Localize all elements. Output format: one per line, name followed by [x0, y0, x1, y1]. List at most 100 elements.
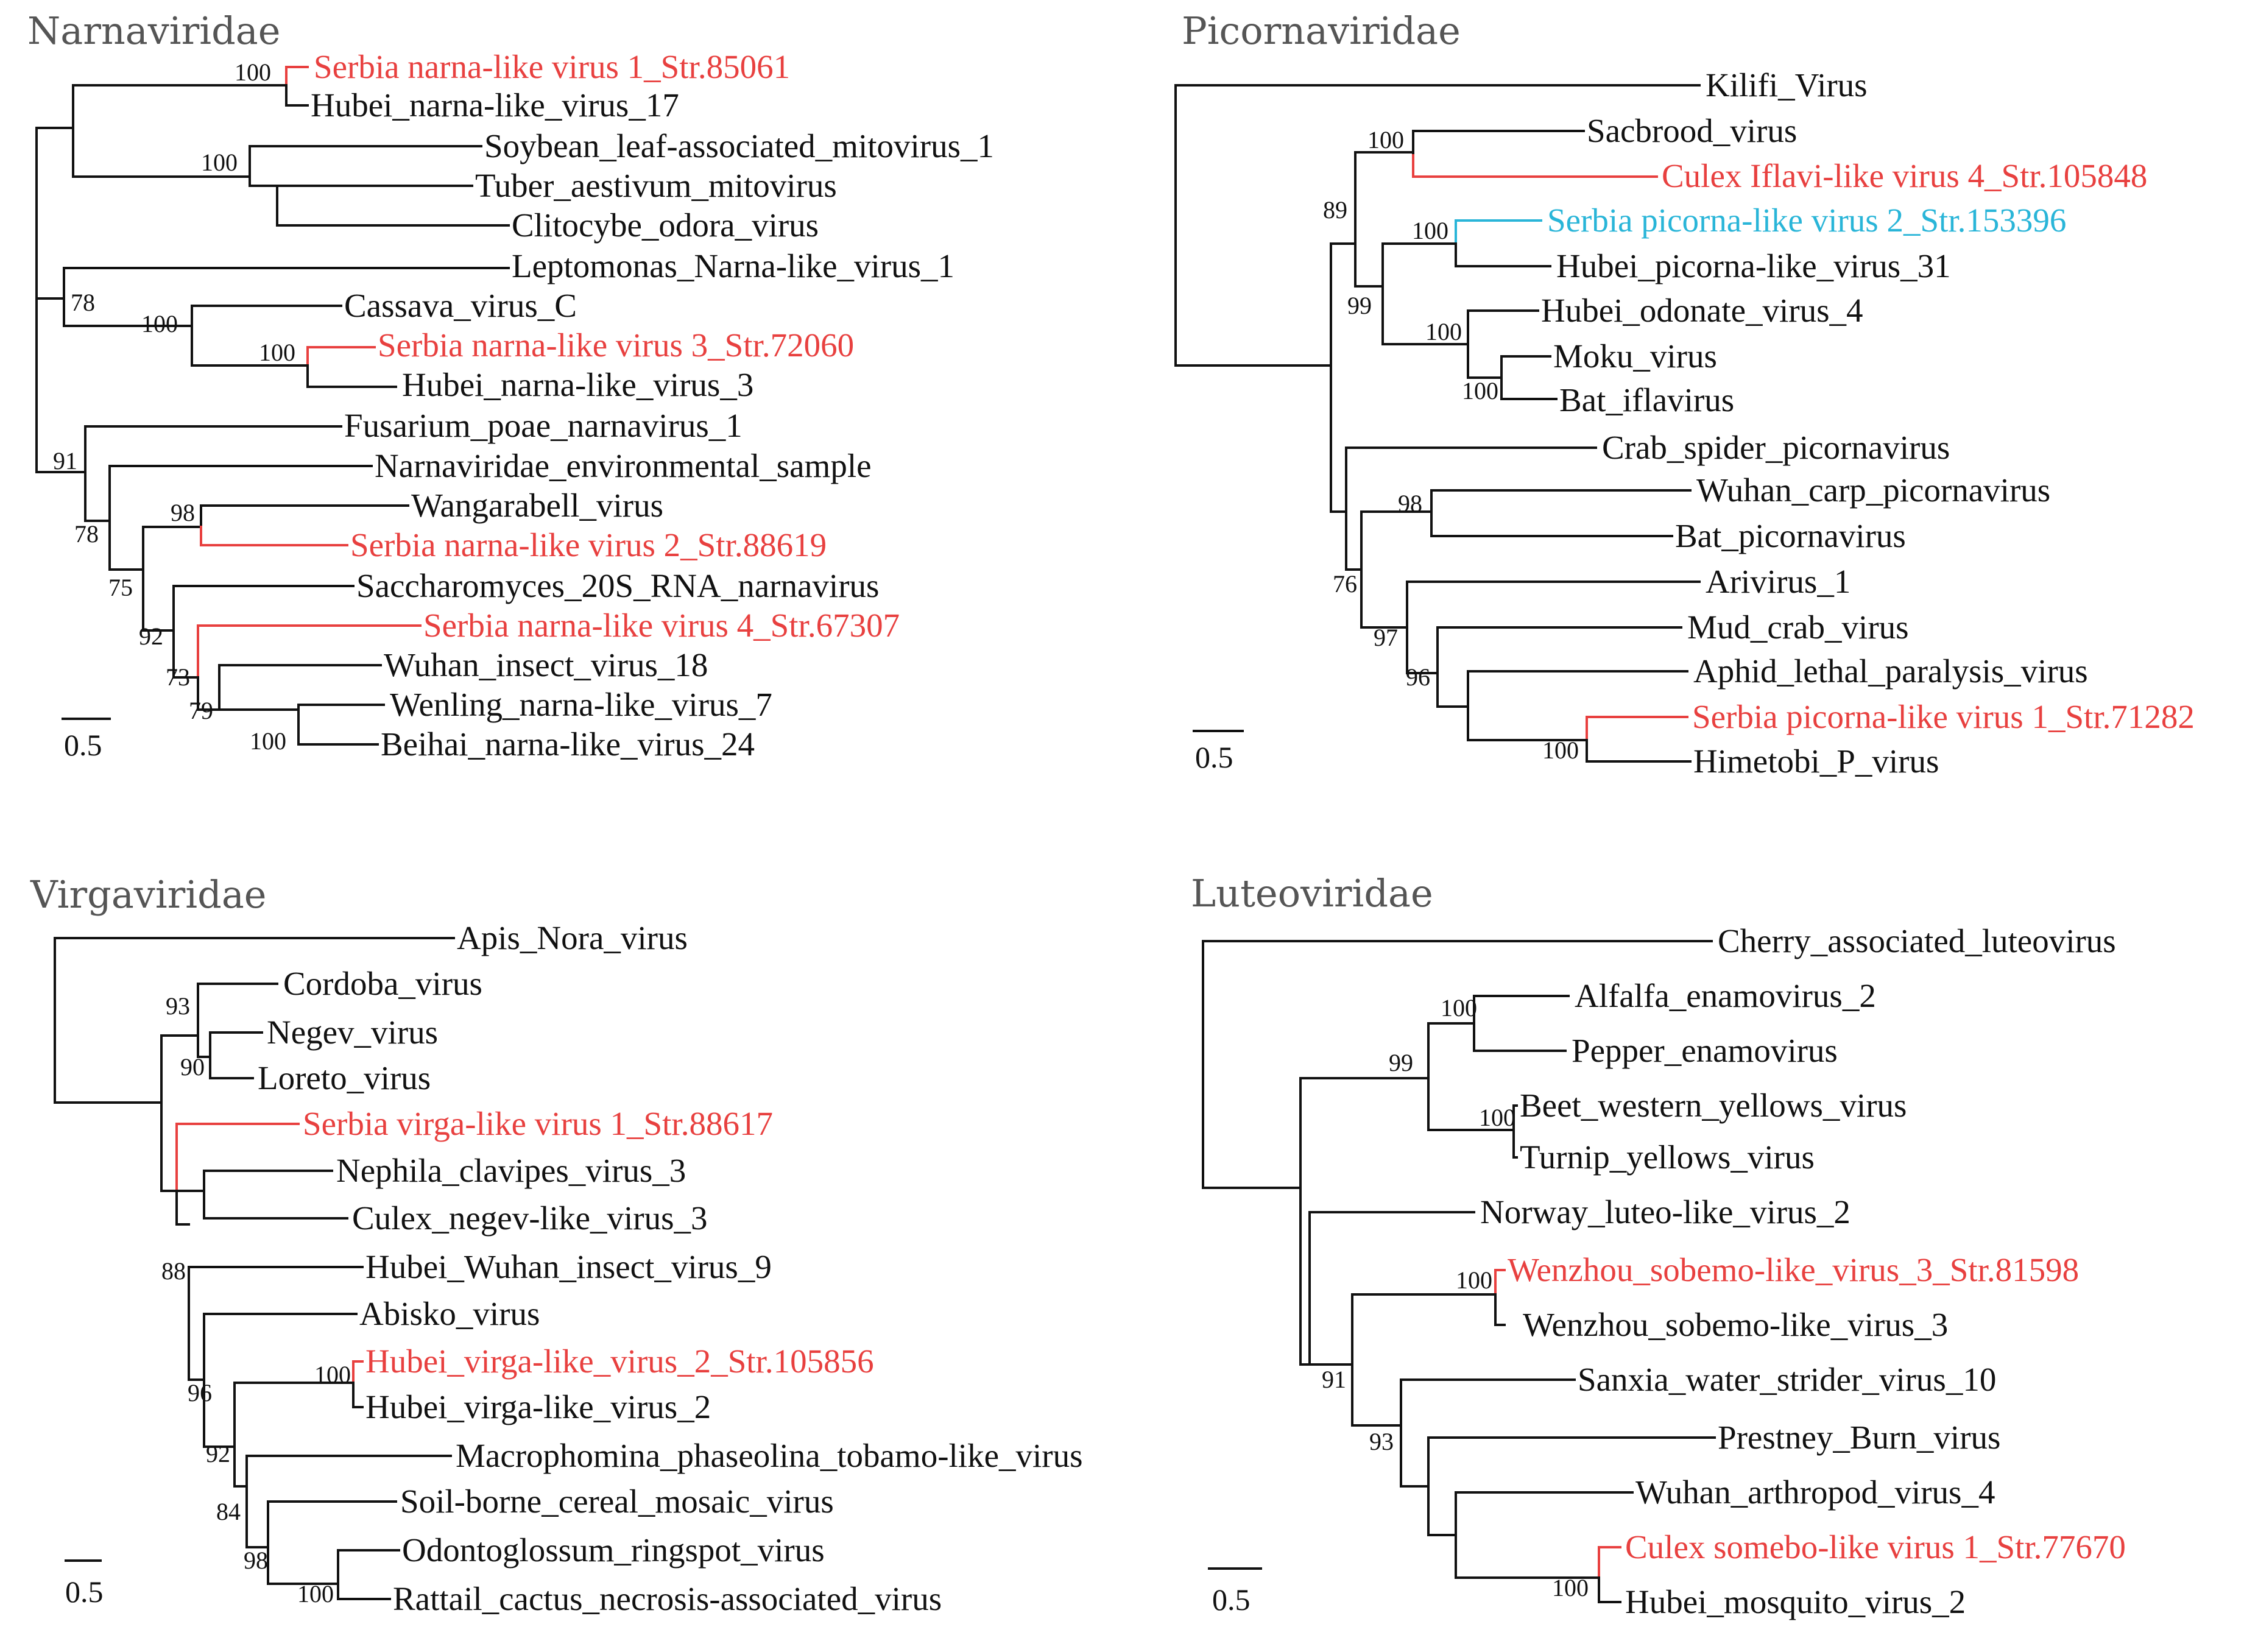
panel-virgaviridae: Virgaviridae — [30, 872, 1082, 1617]
leaf-label: Loreto_virus — [258, 1059, 431, 1096]
leaf-label: Wuhan_arthropod_virus_4 — [1635, 1474, 1995, 1511]
tree-branch — [1586, 739, 1692, 763]
support-value: 89 — [1323, 196, 1347, 224]
support-value: 92 — [206, 1440, 230, 1467]
tree-branch — [200, 526, 348, 546]
leaf-label: Pepper_enamovirus — [1572, 1032, 1838, 1069]
tree-branch — [306, 364, 397, 388]
scale-bar-label: 0.5 — [1195, 740, 1233, 774]
leaf-label: Saccharomyces_20S_RNA_narnavirus — [356, 567, 879, 604]
tree-branch — [285, 84, 309, 107]
tree-branch — [197, 624, 422, 679]
leaf-label: Hubei_virga-like_virus_2 — [365, 1388, 711, 1425]
support-value: 100 — [141, 310, 178, 337]
leaf-label: Norway_luteo-like_virus_2 — [1480, 1193, 1851, 1230]
support-value: 73 — [166, 663, 190, 691]
support-value: 100 — [235, 58, 271, 86]
leaf-label: Alfalfa_enamovirus_2 — [1575, 977, 1876, 1014]
support-value: 78 — [71, 289, 95, 316]
support-value: 100 — [314, 1361, 351, 1388]
leaf-label: Aphid_lethal_paralysis_virus — [1693, 652, 2088, 690]
leaf-label: Sacbrood_virus — [1587, 112, 1797, 149]
support-value: 100 — [201, 149, 238, 176]
leaf-label: Moku_virus — [1553, 337, 1717, 375]
leaf-label: Wuhan_insect_virus_18 — [384, 646, 708, 683]
leaf-label: Hubei_mosquito_virus_2 — [1625, 1583, 1966, 1620]
leaf-label: Culex_negev-like_virus_3 — [352, 1199, 708, 1237]
support-value: 100 — [1479, 1104, 1515, 1131]
leaf-label: Tuber_aestivum_mitovirus — [475, 167, 837, 204]
scale-bar-label: 0.5 — [64, 728, 102, 762]
leaf-label: Leptomonas_Narna-like_virus_1 — [512, 247, 954, 284]
support-value: 78 — [74, 520, 99, 548]
leaf-label: Mud_crab_virus — [1687, 609, 1909, 646]
leaf-label: Wenling_narna-like_virus_7 — [390, 686, 772, 723]
leaf-label: Serbia picorna-like virus 2_Str.153396 — [1547, 202, 2066, 239]
support-value: 96 — [188, 1379, 212, 1407]
leaf-label: Sanxia_water_strider_virus_10 — [1578, 1361, 1996, 1398]
leaf-label: Culex Iflavi-like virus 4_Str.105848 — [1662, 157, 2147, 194]
leaf-label: Hubei_narna-like_virus_3 — [402, 366, 753, 403]
leaf-label: Serbia narna-like virus 2_Str.88619 — [350, 526, 827, 563]
panel-narnaviridae: Narnaviridae — [27, 9, 994, 763]
support-value: 91 — [1322, 1366, 1346, 1393]
tree-branch — [352, 1382, 364, 1408]
support-value: 96 — [1406, 663, 1430, 691]
support-value: 92 — [139, 623, 163, 650]
leaf-label: Cherry_associated_luteovirus — [1718, 922, 2116, 959]
leaf-label: Bat_iflavirus — [1559, 381, 1734, 418]
leaf-label: Wenzhou_sobemo-like_virus_3 — [1523, 1306, 1948, 1343]
panel-luteoviridae: Luteoviridae — [1191, 871, 2126, 1620]
leaf-label: Serbia narna-like virus 4_Str.67307 — [423, 607, 900, 644]
scale-bar-label: 0.5 — [65, 1575, 104, 1609]
support-value: 100 — [250, 727, 286, 755]
support-value: 100 — [1542, 736, 1579, 764]
support-value: 98 — [244, 1547, 268, 1574]
support-value: 93 — [166, 992, 190, 1020]
support-value: 99 — [1389, 1049, 1413, 1076]
leaf-label: Wuhan_carp_picornavirus — [1696, 471, 2050, 509]
leaf-label: Serbia narna-like virus 3_Str.72060 — [378, 327, 854, 364]
support-value: 100 — [1412, 217, 1448, 244]
leaf-label: Wangarabell_virus — [411, 487, 663, 524]
tree-branch — [1455, 219, 1542, 245]
leaf-label: Cordoba_virus — [283, 965, 482, 1002]
leaf-label: Abisko_virus — [359, 1295, 540, 1332]
leaf-label: Fusarium_poae_narnavirus_1 — [344, 407, 743, 444]
leaf-label: Hubei_odonate_virus_4 — [1541, 292, 1863, 329]
support-value: 93 — [1369, 1428, 1394, 1455]
leaf-label: Clitocybe_odora_virus — [512, 206, 819, 244]
leaf-label: Soybean_leaf-associated_mitovirus_1 — [484, 127, 994, 164]
leaf-label: Prestney_Burn_virus — [1718, 1419, 2000, 1456]
leaf-label: Wenzhou_sobemo-like_virus_3_Str.81598 — [1508, 1251, 2079, 1288]
leaf-label: Apis_Nora_virus — [457, 919, 688, 956]
tree-branch — [1412, 154, 1658, 178]
tree-branch — [197, 676, 221, 711]
tree-branch — [1598, 1546, 1621, 1579]
leaf-label: Bat_picornavirus — [1675, 517, 1906, 554]
support-value: 100 — [1456, 1266, 1492, 1294]
tree-branch — [285, 66, 309, 86]
leaf-label: Narnaviridae_environmental_sample — [375, 447, 872, 484]
panel-title: Luteoviridae — [1191, 871, 1433, 916]
support-value: 99 — [1347, 292, 1372, 319]
support-value: 100 — [1441, 994, 1477, 1022]
support-value: 75 — [108, 574, 133, 601]
leaf-label: Crab_spider_picornavirus — [1602, 429, 1950, 466]
scale-bar-label: 0.5 — [1212, 1583, 1251, 1617]
leaf-label: Cassava_virus_C — [344, 287, 577, 324]
support-value: 100 — [259, 339, 295, 366]
support-value: 97 — [1374, 624, 1398, 651]
panel-picornaviridae: Picornaviridae — [1174, 9, 2195, 780]
panel-title: Picornaviridae — [1182, 9, 1461, 53]
support-value: 90 — [180, 1053, 205, 1081]
tree-branch — [1586, 716, 1688, 741]
support-value: 100 — [1552, 1574, 1589, 1601]
support-value: 100 — [1425, 318, 1462, 345]
tree-branch — [1455, 242, 1551, 267]
leaf-label: Arivirus_1 — [1706, 563, 1851, 600]
leaf-label: Hubei_narna-like_virus_17 — [311, 86, 679, 124]
panel-title: Narnaviridae — [27, 9, 280, 53]
leaf-label: Culex somebo-like virus 1_Str.77670 — [1625, 1528, 2126, 1566]
support-value: 98 — [171, 499, 195, 526]
